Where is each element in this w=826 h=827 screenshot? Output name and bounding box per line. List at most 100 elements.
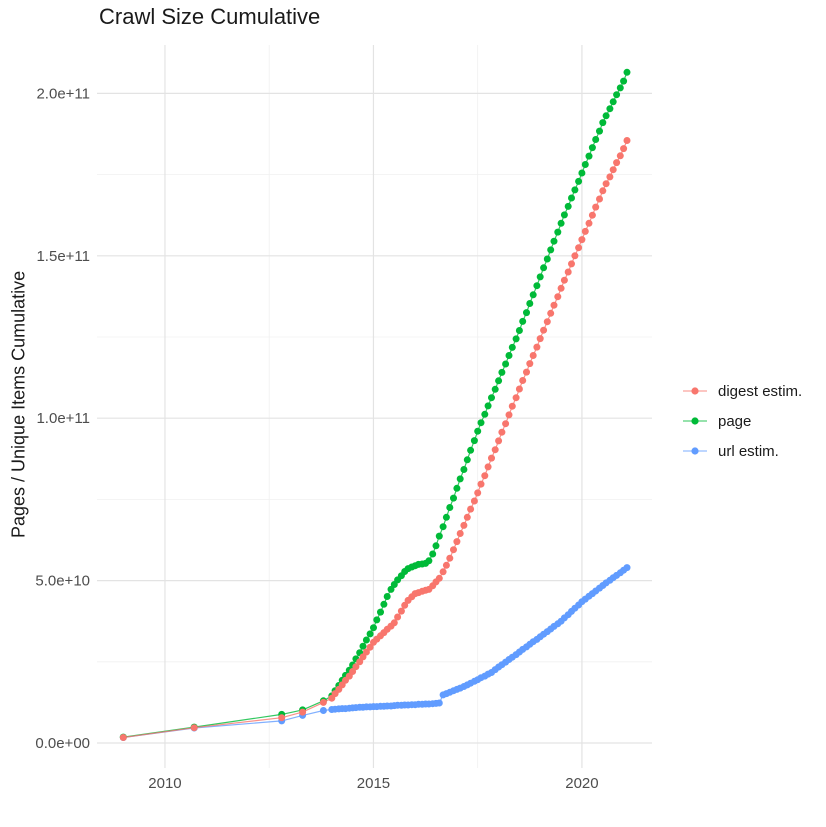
data-point: [366, 643, 374, 651]
data-point: [508, 402, 516, 410]
data-point: [543, 318, 551, 326]
data-point: [370, 624, 377, 632]
data-point: [616, 152, 624, 160]
data-point: [564, 202, 572, 210]
data-point: [568, 260, 575, 268]
data-point: [450, 494, 457, 502]
data-point: [585, 152, 593, 160]
data-point: [581, 161, 589, 168]
x-tick-label: 2015: [357, 775, 390, 792]
series-line-url-estim: [123, 567, 628, 739]
data-point: [442, 561, 450, 569]
legend-label: url estim.: [718, 442, 779, 460]
legend-label: page: [718, 412, 752, 430]
data-point: [488, 394, 495, 402]
data-point: [554, 228, 562, 236]
data-point: [456, 475, 464, 483]
data-point: [380, 600, 388, 608]
data-point: [554, 293, 562, 301]
data-point: [519, 377, 527, 384]
data-point: [616, 84, 624, 92]
data-point: [512, 335, 520, 343]
series-points-url-estim: [119, 564, 631, 741]
data-point: [467, 505, 475, 513]
series-digest-estim: [123, 140, 628, 739]
data-point: [474, 427, 482, 435]
data-point: [560, 276, 568, 284]
data-point: [474, 489, 482, 497]
data-point: [523, 309, 530, 317]
data-point: [463, 513, 471, 521]
major-gridlines: [97, 45, 652, 768]
legend-item-url-estim: url estim.: [682, 436, 802, 466]
data-point: [488, 454, 495, 462]
data-point: [477, 480, 485, 488]
data-point: [536, 273, 544, 281]
data-point: [560, 211, 568, 219]
data-point: [588, 211, 596, 219]
data-point: [467, 446, 475, 454]
data-point: [540, 264, 548, 272]
data-point: [502, 360, 510, 368]
data-point: [613, 159, 621, 167]
data-point: [491, 385, 499, 393]
data-point: [536, 335, 544, 343]
legend: digest estim. page url estim.: [682, 376, 802, 466]
y-tick-label: 5.0e+10: [35, 573, 90, 590]
data-point: [609, 98, 617, 106]
data-point: [460, 466, 468, 473]
data-point: [481, 472, 489, 480]
data-point: [319, 707, 327, 714]
data-point: [540, 326, 548, 334]
data-point: [456, 530, 464, 537]
data-point: [526, 300, 534, 307]
y-tick-label: 2.0e+11: [36, 85, 90, 102]
data-point: [190, 724, 198, 732]
data-point: [359, 642, 367, 650]
legend-key-point: [691, 447, 699, 455]
data-point: [394, 613, 402, 621]
legend-item-page: page: [682, 406, 802, 436]
axis-tick-labels: 0.0e+00 5.0e+10 1.0e+11 1.5e+11 2.0e+11 2010 2…: [35, 85, 598, 792]
data-point: [599, 119, 607, 127]
legend-label: digest estim.: [718, 382, 803, 400]
data-point: [387, 585, 395, 593]
data-point: [435, 699, 443, 707]
data-point: [401, 601, 409, 609]
chart-title: Crawl Size Cumulative: [99, 4, 321, 29]
data-point: [515, 327, 523, 334]
data-point: [571, 252, 579, 260]
data-point: [602, 112, 610, 120]
data-point: [352, 663, 360, 671]
data-point: [519, 317, 527, 325]
data-point: [119, 734, 127, 741]
data-point: [575, 177, 583, 185]
legend-key-digest-estim: [683, 387, 707, 395]
data-point: [515, 385, 523, 393]
data-point: [557, 219, 565, 227]
legend-key-point: [691, 417, 699, 425]
data-point: [439, 523, 447, 531]
y-axis-title: Pages / Unique Items Cumulative: [8, 270, 29, 538]
data-point: [446, 504, 454, 511]
data-point: [585, 219, 593, 227]
data-point: [533, 343, 541, 351]
data-point: [508, 343, 516, 351]
data-point: [319, 698, 327, 706]
data-point: [575, 244, 583, 252]
data-point: [463, 456, 471, 464]
data-point: [470, 437, 478, 445]
data-point: [362, 636, 370, 644]
data-point: [477, 419, 485, 427]
data-point: [377, 608, 384, 616]
data-point: [397, 607, 405, 615]
data-point: [602, 180, 610, 188]
data-point: [390, 619, 398, 627]
data-point: [429, 550, 437, 558]
data-point: [435, 574, 443, 582]
data-point: [498, 368, 506, 376]
data-point: [383, 593, 391, 600]
y-tick-label: 1.5e+11: [36, 248, 90, 265]
data-point: [550, 301, 558, 309]
